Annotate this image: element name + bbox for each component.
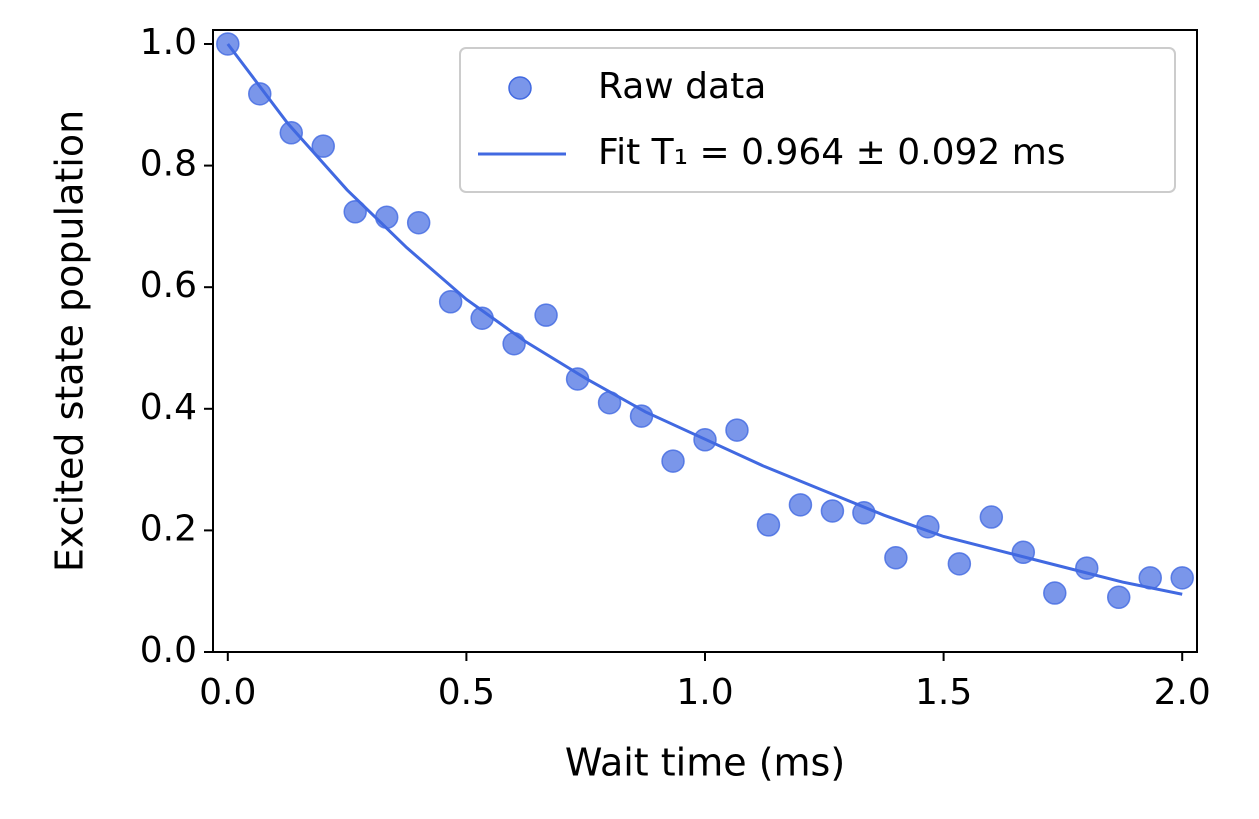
y-tick-label: 0.4 — [140, 387, 197, 428]
x-tick-label: 2.0 — [1154, 672, 1211, 713]
data-point — [756, 513, 781, 537]
data-point — [502, 331, 526, 356]
data-point — [406, 210, 431, 235]
data-point — [947, 552, 972, 576]
data-point — [438, 290, 463, 314]
y-tick-label: 0.0 — [140, 630, 197, 671]
plot-frame — [212, 29, 1198, 653]
data-point — [279, 121, 304, 145]
x-tick-label: 1.5 — [915, 672, 972, 713]
legend-label: Fit T₁ = 0.964 ± 0.092 ms — [598, 132, 1066, 173]
data-point — [1170, 566, 1194, 590]
data-point — [661, 449, 685, 473]
data-point — [820, 499, 845, 523]
legend-box — [459, 47, 1176, 193]
legend-marker — [508, 76, 532, 100]
x-tick-label: 0.5 — [438, 672, 495, 713]
data-point — [374, 205, 399, 230]
data-point — [343, 200, 367, 224]
y-tick-label: 1.0 — [140, 22, 197, 63]
data-point — [1106, 585, 1131, 610]
data-point — [1043, 581, 1067, 605]
data-point — [884, 546, 908, 570]
x-axis-label: Wait time (ms) — [565, 741, 845, 785]
legend-label: Raw data — [598, 66, 766, 107]
x-tick-label: 0.0 — [199, 672, 256, 713]
data-point — [788, 493, 813, 517]
data-point — [311, 134, 335, 158]
y-tick-label: 0.8 — [140, 144, 197, 185]
data-point — [979, 505, 1004, 529]
data-point — [248, 82, 272, 106]
y-axis-label: Excited state population — [48, 110, 92, 572]
y-tick-label: 0.6 — [140, 265, 197, 306]
data-point — [725, 418, 749, 442]
y-tick-label: 0.2 — [140, 508, 197, 549]
data-point — [534, 303, 558, 327]
x-tick-label: 1.0 — [676, 672, 733, 713]
fit-line — [226, 43, 1183, 596]
